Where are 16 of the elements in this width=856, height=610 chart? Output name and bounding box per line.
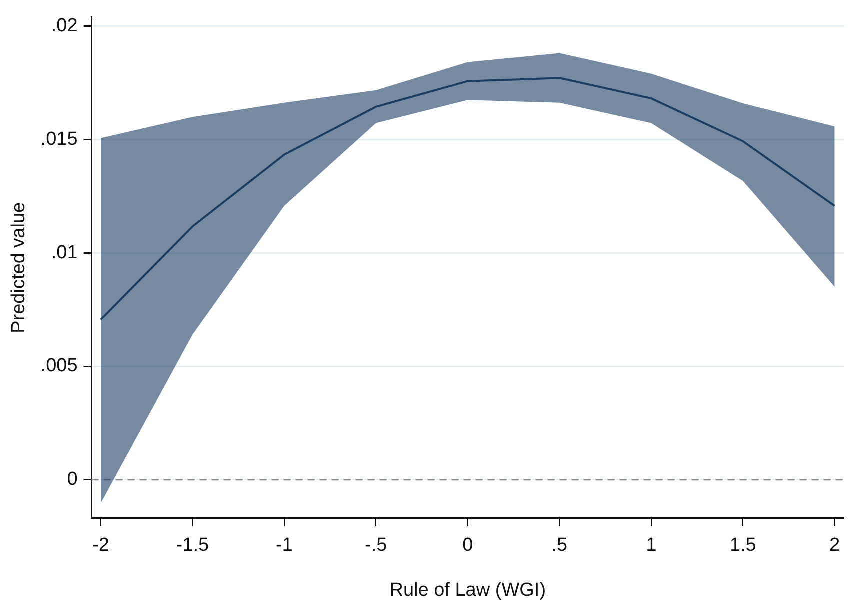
- x-axis-title: Rule of Law (WGI): [390, 580, 546, 601]
- x-tick-label: 1.5: [730, 535, 756, 556]
- y-axis-title: Predicted value: [8, 202, 30, 334]
- x-tick-label: -2: [92, 535, 110, 556]
- y-tick-label: .01: [51, 242, 78, 264]
- x-tick-label: -1.5: [176, 535, 210, 556]
- y-tick-label: .005: [40, 356, 78, 377]
- x-tick-label: -.5: [365, 535, 388, 556]
- x-tick-label: 1: [646, 535, 657, 556]
- x-tick-label: -1: [276, 535, 293, 556]
- x-tick-label: .5: [552, 535, 568, 556]
- x-tick-label: 2: [830, 535, 840, 556]
- y-tick-label: .015: [40, 129, 78, 150]
- y-tick-label: 0: [67, 469, 78, 490]
- y-tick-label: .02: [51, 16, 78, 37]
- x-tick-label: 0: [462, 535, 474, 556]
